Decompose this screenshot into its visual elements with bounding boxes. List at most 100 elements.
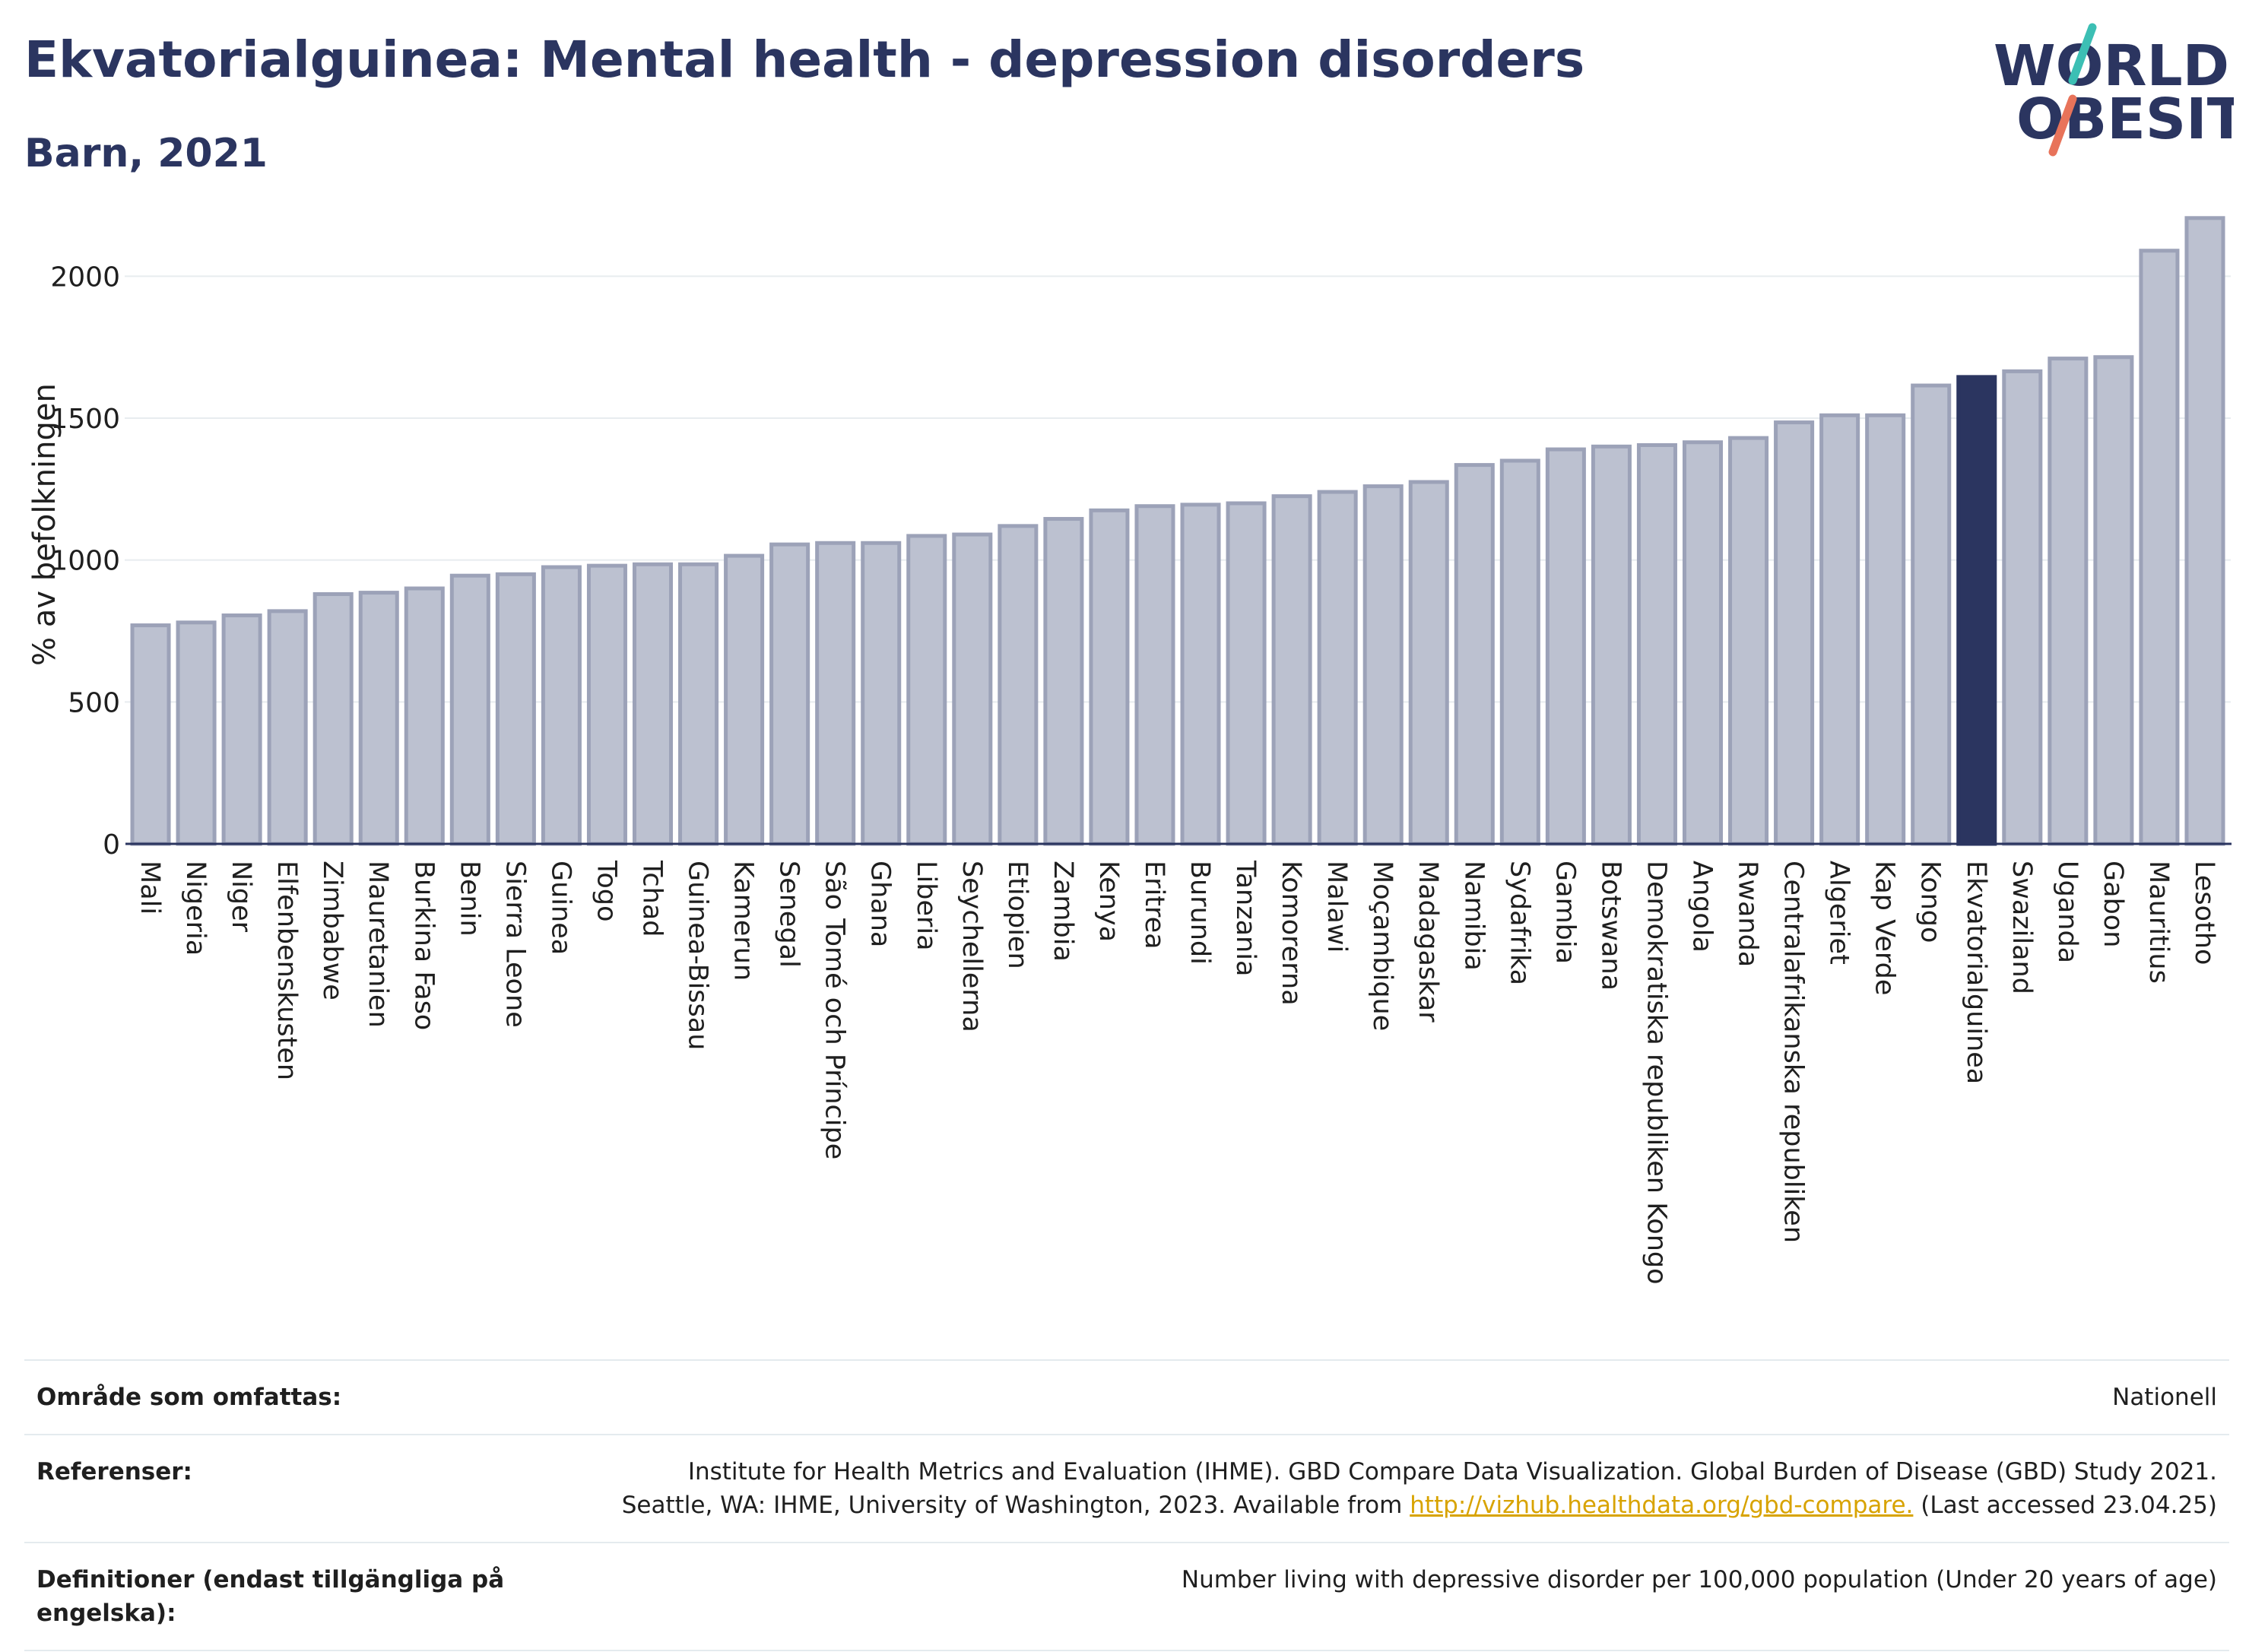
bar[interactable]	[358, 591, 399, 846]
bar[interactable]	[1636, 442, 1677, 846]
bar[interactable]	[1728, 436, 1769, 846]
bar[interactable]	[1499, 458, 1540, 846]
bar[interactable]	[1545, 447, 1586, 846]
bar[interactable]	[312, 591, 354, 846]
reference-link[interactable]: http://vizhub.healthdata.org/gbd-compare…	[1410, 1492, 1914, 1519]
bar[interactable]	[861, 541, 902, 846]
x-tick-label: Rwanda	[1733, 861, 1763, 967]
x-tick-label: Zambia	[1048, 861, 1078, 962]
x-tick-label: Ghana	[865, 861, 896, 947]
x-tick-label: Kamerun	[728, 861, 759, 981]
x-tick-label: Algeriet	[1824, 861, 1854, 965]
logo-slash-top-icon	[2068, 23, 2097, 85]
footer-value: Nationell	[2112, 1384, 2217, 1411]
bar[interactable]	[130, 623, 171, 846]
bar[interactable]	[221, 613, 262, 846]
bar[interactable]	[2139, 249, 2180, 846]
x-tick-label: Liberia	[911, 861, 941, 951]
bar[interactable]	[724, 553, 765, 846]
x-tick-label: Kenya	[1093, 861, 1124, 942]
x-tick-label: Demokratiska republiken Kongo	[1641, 861, 1671, 1285]
x-tick-label: Mauritius	[2143, 861, 2174, 984]
world-obesity-logo: WORLD OBESITY	[1994, 23, 2234, 157]
logo-slash-bottom-icon	[2048, 94, 2077, 157]
bar[interactable]	[1911, 383, 1952, 846]
bar[interactable]	[541, 565, 582, 846]
bar[interactable]	[176, 620, 217, 846]
bar[interactable]	[769, 542, 810, 846]
bar-chart: 0 500 1000 1500 2000 Mali Nigeria Niger Elfenbe…	[27, 216, 2232, 1285]
bar[interactable]	[2048, 357, 2089, 846]
x-tick-label: Uganda	[2052, 861, 2082, 963]
bar[interactable]	[1591, 444, 1632, 846]
bar[interactable]	[1317, 490, 1358, 846]
bar[interactable]	[1362, 484, 1404, 846]
bar[interactable]	[2093, 355, 2134, 846]
bar[interactable]	[495, 572, 536, 846]
bar[interactable]	[1089, 508, 1130, 846]
footer-value: Institute for Health Metrics and Evaluat…	[622, 1455, 2217, 1522]
y-tick-label: 1000	[50, 546, 120, 577]
x-tick-label: Senegal	[774, 861, 804, 968]
bar[interactable]	[815, 541, 856, 846]
bar[interactable]	[449, 573, 490, 846]
bar[interactable]	[1819, 413, 1860, 846]
bar[interactable]	[2184, 216, 2225, 846]
x-tick-label: Sierra Leone	[500, 861, 530, 1028]
x-tick-label: Tchad	[637, 860, 668, 937]
bar[interactable]	[404, 586, 445, 846]
bar[interactable]	[1226, 501, 1267, 846]
x-tick-label: Eritrea	[1139, 861, 1169, 950]
footer-label: Område som omfattas:	[36, 1384, 342, 1411]
bar[interactable]	[998, 524, 1039, 846]
chart-subtitle: Barn, 2021	[24, 131, 268, 176]
bar[interactable]	[632, 562, 674, 846]
bar[interactable]	[906, 534, 947, 846]
x-tick-label: Togo	[591, 860, 621, 921]
bar[interactable]	[1774, 420, 1815, 846]
x-tick-label: Kap Verde	[1870, 861, 1900, 995]
logo-line1: WORLD	[1994, 33, 2229, 99]
reference-line1: Institute for Health Metrics and Evaluat…	[687, 1458, 2217, 1486]
bar[interactable]	[1043, 517, 1084, 846]
x-tick-label: Niger	[226, 861, 256, 933]
bar[interactable]	[1682, 440, 1724, 846]
bar[interactable]	[1271, 494, 1312, 846]
bars	[130, 216, 2225, 846]
x-tick-label: Guinea-Bissau	[683, 861, 713, 1050]
x-tick-label: Botswana	[1595, 861, 1626, 991]
x-tick-label: Benin	[454, 861, 484, 937]
footer-row-references: Referenser: Institute for Health Metrics…	[24, 1434, 2229, 1542]
bar[interactable]	[1408, 480, 1449, 846]
x-tick-label: Elfenbenskusten	[271, 861, 302, 1080]
x-tick-label: Komorerna	[1276, 861, 1306, 1006]
bar[interactable]	[267, 609, 308, 846]
footer-label: Referenser:	[36, 1458, 192, 1486]
bar[interactable]	[952, 532, 993, 846]
bar[interactable]	[1180, 503, 1221, 846]
y-tick-label: 0	[103, 829, 120, 861]
bar[interactable]	[1134, 504, 1175, 846]
bar[interactable]	[586, 563, 627, 846]
y-tick-label: 2000	[50, 262, 120, 293]
chart-title: Ekvatorialguinea: Mental health - depres…	[24, 30, 1585, 89]
x-tick-label: Gabon	[2098, 861, 2128, 947]
x-tick-label: Namibia	[1458, 861, 1489, 971]
x-tick-label: Malawi	[1321, 861, 1352, 953]
x-tick-label: Angola	[1687, 861, 1718, 953]
footer-table: Område som omfattas: Nationell Referense…	[24, 1359, 2229, 1651]
footer-label: Definitioner (endast tillgängliga på eng…	[36, 1566, 505, 1627]
x-tick-label: Moçambique	[1367, 861, 1397, 1031]
bar-highlighted[interactable]	[1956, 375, 1997, 846]
x-tick-label: Mauretanien	[363, 861, 393, 1028]
footer-row-definitions: Definitioner (endast tillgängliga på eng…	[24, 1542, 2229, 1651]
y-tick-label: 1500	[50, 404, 120, 435]
x-tick-label: Mali	[135, 861, 165, 915]
bar[interactable]	[1865, 413, 1906, 846]
bar[interactable]	[2002, 369, 2043, 846]
footer-value: Number living with depressive disorder p…	[1181, 1566, 2217, 1593]
bar[interactable]	[678, 562, 719, 846]
x-axis-labels: Mali Nigeria Niger Elfenbenskusten Zimbabwe M…	[135, 860, 2219, 1285]
y-axis-ticks: 0 500 1000 1500 2000	[50, 262, 120, 861]
bar[interactable]	[1454, 463, 1495, 846]
